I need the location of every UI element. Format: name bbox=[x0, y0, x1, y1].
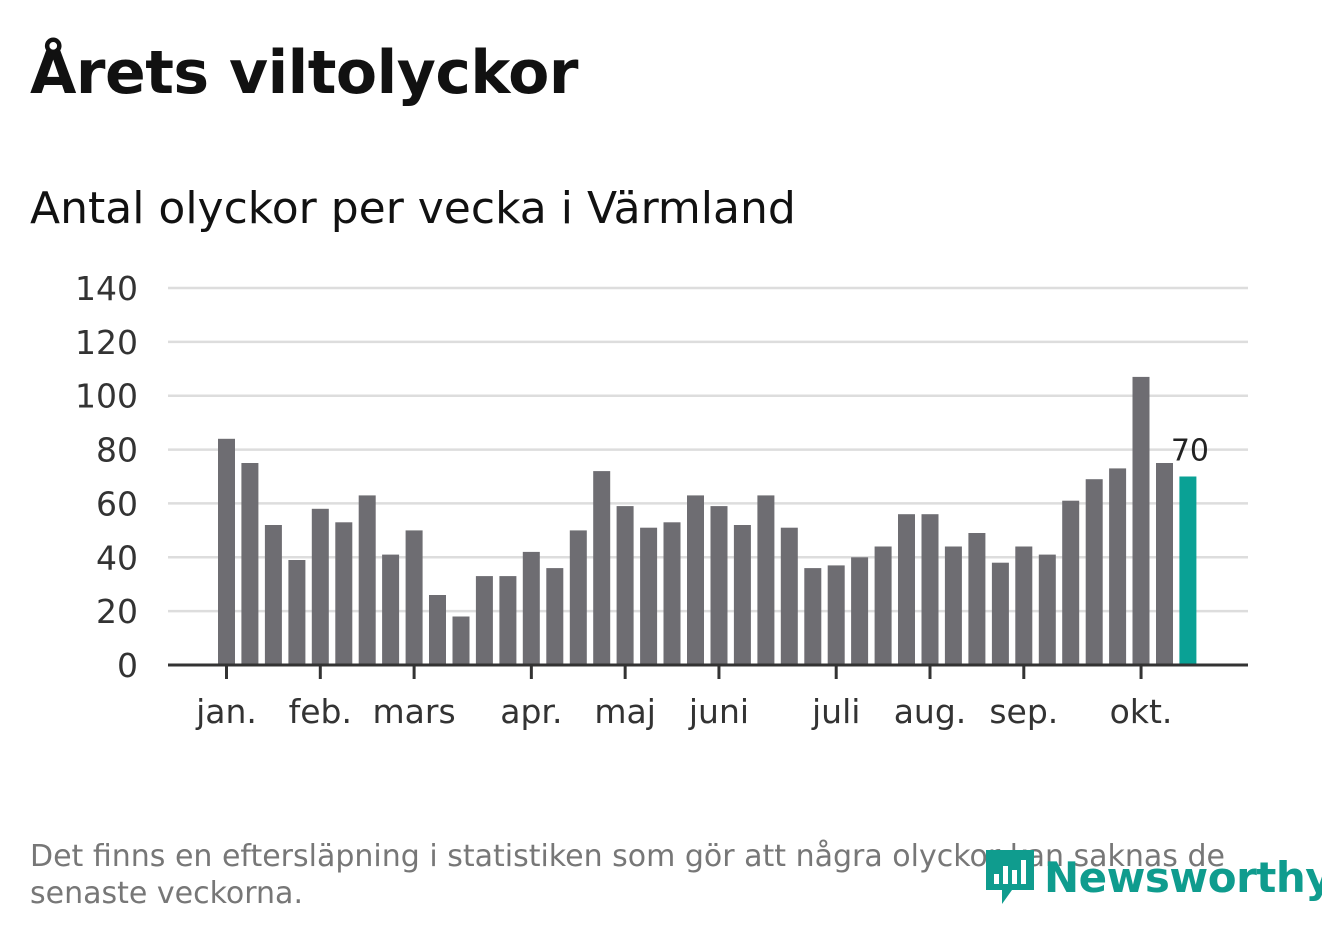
bar bbox=[546, 568, 564, 665]
chart-subtitle: Antal olyckor per vecka i Värmland bbox=[30, 183, 796, 234]
bar bbox=[898, 514, 915, 665]
bars bbox=[218, 376, 1197, 665]
bar bbox=[311, 508, 329, 665]
bar bbox=[569, 530, 587, 665]
x-tick-label: mars bbox=[373, 692, 456, 731]
y-tick-label: 100 bbox=[75, 377, 138, 416]
x-tick-label: jan. bbox=[195, 692, 257, 731]
bar bbox=[968, 533, 986, 665]
bar bbox=[405, 530, 423, 665]
bar bbox=[616, 506, 634, 665]
y-tick-label: 120 bbox=[75, 323, 138, 362]
y-tick-label: 0 bbox=[117, 646, 138, 685]
bar bbox=[1132, 376, 1150, 665]
y-tick-label: 40 bbox=[96, 538, 138, 577]
chart-title: Årets viltolyckor bbox=[30, 38, 579, 108]
bar-chart-speech-bubble-icon bbox=[986, 850, 1034, 904]
bar bbox=[522, 551, 540, 665]
bar bbox=[335, 522, 353, 665]
x-axis-ticks: jan. feb. mars apr. maj juni juli aug. sep. okt. bbox=[195, 665, 1172, 731]
bar bbox=[944, 546, 962, 665]
y-tick-label: 20 bbox=[96, 592, 138, 631]
brand-logo: Newsworthy bbox=[982, 846, 1322, 908]
bar bbox=[921, 514, 939, 665]
bar bbox=[288, 560, 306, 665]
bar bbox=[757, 495, 775, 665]
bar bbox=[991, 562, 1009, 665]
bar bbox=[1109, 468, 1127, 665]
last-bar-value-label: 70 bbox=[1171, 434, 1209, 469]
bar bbox=[264, 525, 282, 665]
bar bbox=[851, 557, 869, 665]
bar bbox=[1038, 554, 1056, 665]
x-tick-label: juli bbox=[811, 692, 860, 731]
x-tick-label: okt. bbox=[1110, 692, 1173, 731]
bar bbox=[452, 616, 470, 665]
x-tick-label: sep. bbox=[989, 692, 1058, 731]
y-tick-label: 140 bbox=[75, 269, 138, 308]
x-tick-label: maj bbox=[594, 692, 656, 731]
x-tick-label: feb. bbox=[289, 692, 352, 731]
bar bbox=[429, 595, 446, 665]
bar bbox=[710, 506, 728, 665]
bar bbox=[780, 527, 798, 665]
bar bbox=[593, 471, 611, 665]
bar bbox=[241, 463, 259, 665]
bar bbox=[827, 565, 845, 665]
bar bbox=[687, 495, 704, 665]
bar bbox=[1015, 546, 1033, 665]
y-axis-ticks: 0 20 40 60 80 100 120 140 bbox=[75, 269, 138, 685]
bar bbox=[218, 438, 235, 665]
bar bbox=[804, 568, 822, 665]
x-tick-label: juni bbox=[688, 692, 749, 731]
bar bbox=[382, 554, 400, 665]
bar bbox=[1062, 500, 1080, 665]
bar bbox=[358, 495, 376, 665]
bar bbox=[1085, 479, 1103, 665]
bar-current-week bbox=[1179, 476, 1197, 665]
bar bbox=[874, 546, 892, 665]
y-tick-label: 60 bbox=[96, 484, 138, 523]
bar bbox=[640, 527, 658, 665]
bar bbox=[663, 522, 681, 665]
bar bbox=[1156, 463, 1173, 665]
y-tick-label: 80 bbox=[96, 431, 138, 470]
brand-name: Newsworthy bbox=[1044, 852, 1322, 902]
x-tick-label: apr. bbox=[500, 692, 562, 731]
x-tick-label: aug. bbox=[894, 692, 967, 731]
bar bbox=[475, 576, 493, 665]
bar bbox=[499, 576, 517, 665]
bar bbox=[733, 525, 751, 665]
